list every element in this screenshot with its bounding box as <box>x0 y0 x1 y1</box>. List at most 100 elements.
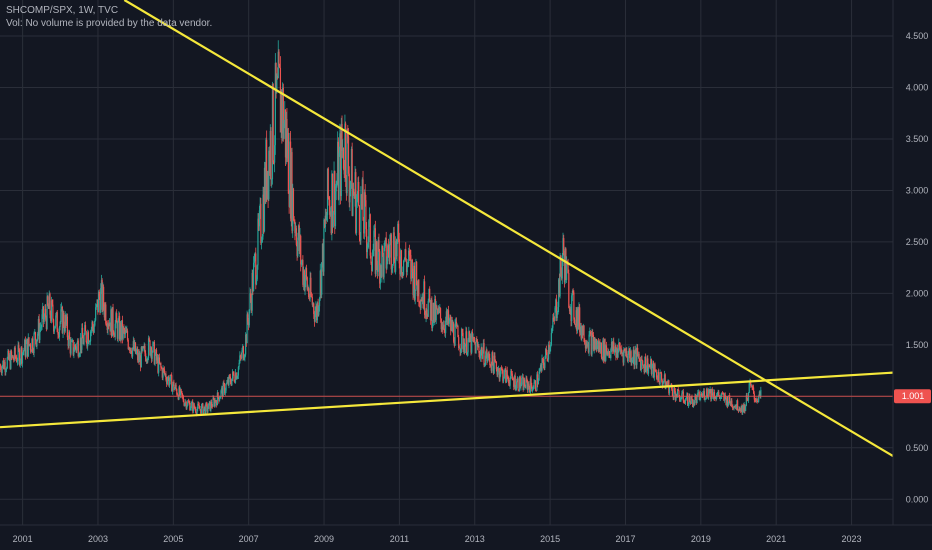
candle-body <box>667 380 669 386</box>
candle-body <box>508 378 510 384</box>
candle-body <box>745 395 747 406</box>
candle-body <box>685 398 687 400</box>
candle-body <box>396 239 398 257</box>
candle-body <box>684 399 687 404</box>
candle-body <box>29 344 32 351</box>
candle-body <box>689 396 691 403</box>
candle-body <box>268 150 270 200</box>
candle-body <box>676 389 679 398</box>
candle-body <box>310 295 313 297</box>
candle-body <box>96 299 98 305</box>
candle-body <box>255 253 257 285</box>
candle-body <box>326 215 328 221</box>
candle-body <box>747 399 749 401</box>
candle-body <box>56 312 58 333</box>
candle-body <box>128 347 130 350</box>
candle-body <box>522 376 524 391</box>
candle-body <box>258 218 260 227</box>
candle-body <box>563 254 566 283</box>
candle-body <box>10 351 12 369</box>
candle-body <box>368 220 370 243</box>
candle-body <box>80 337 82 350</box>
candle-body <box>255 279 258 285</box>
candle-body <box>688 396 690 405</box>
candle-body <box>359 234 361 241</box>
candle-body <box>282 87 284 139</box>
candle-body <box>623 349 625 363</box>
candle-body <box>477 345 479 347</box>
candle-body <box>439 308 441 311</box>
candle-body <box>65 315 67 325</box>
candle-body <box>640 359 642 371</box>
candle-body <box>24 339 26 351</box>
candle-body <box>247 314 249 322</box>
time-axis[interactable]: 2001 2003 2005 2007 2009 2011 2013 2015 2017 2019… <box>0 524 932 550</box>
candle-body <box>614 346 616 350</box>
candle-body <box>413 265 415 295</box>
candle-body <box>118 316 121 340</box>
candle-body <box>457 326 459 338</box>
candle-body <box>68 332 71 339</box>
candle-body <box>214 400 216 407</box>
candle-body <box>179 387 181 396</box>
candle-body <box>110 309 113 337</box>
candle-body <box>642 360 644 366</box>
candle-body <box>141 347 143 351</box>
candle-body <box>613 349 616 353</box>
candle-body <box>126 330 129 340</box>
candle-body <box>437 308 439 314</box>
candle-body <box>180 389 182 392</box>
candle-body <box>560 255 562 271</box>
candle-body <box>295 228 297 245</box>
x-tick-label: 2001 <box>13 534 33 544</box>
candle-body <box>727 403 729 407</box>
candle-body <box>424 314 426 317</box>
candle-body <box>283 123 285 139</box>
candle-body <box>139 355 142 368</box>
candle-body <box>100 280 103 289</box>
candle-body <box>83 334 85 345</box>
candle-body <box>313 303 315 315</box>
candle-body <box>443 324 445 331</box>
trendlines[interactable] <box>0 0 894 457</box>
candle-body <box>339 133 341 153</box>
candle-body <box>244 354 246 359</box>
price-axis[interactable]: 0.0000.5001.0001.5002.0002.5003.0003.500… <box>892 0 932 550</box>
candle-body <box>615 346 617 358</box>
candle-body <box>747 392 750 401</box>
candle-body <box>109 322 111 332</box>
candle-body <box>515 388 517 390</box>
candle-body <box>300 235 302 265</box>
candle-body <box>89 331 92 342</box>
x-tick-label: 2007 <box>239 534 259 544</box>
symbol-legend: SHCOMP/SPX, 1W, TVC <box>6 5 119 16</box>
candle-body <box>132 341 134 348</box>
x-tick-label: 2011 <box>390 534 409 544</box>
candle-body <box>741 405 743 414</box>
candle-body <box>404 249 406 259</box>
candle-body <box>596 345 598 350</box>
candle-body <box>661 380 663 386</box>
candle-body <box>597 341 600 352</box>
candle-body <box>613 341 615 353</box>
candle-body <box>186 405 188 409</box>
candle-body <box>8 350 10 360</box>
candle-body <box>5 370 7 372</box>
candle-body <box>582 325 584 336</box>
candle-body <box>174 384 176 388</box>
candle-body <box>320 270 322 295</box>
candle-body <box>88 341 90 344</box>
candle-body <box>303 270 305 291</box>
y-tick-label: 1.500 <box>906 340 929 350</box>
candle-body <box>163 369 166 374</box>
candle-body <box>145 359 147 362</box>
candle-body <box>629 348 631 359</box>
candle-body <box>750 384 753 386</box>
candle-body <box>319 270 321 298</box>
candle-body <box>675 394 677 400</box>
candle-body <box>338 152 340 200</box>
candle-body <box>650 359 653 374</box>
candle-body <box>587 344 589 353</box>
candle-body <box>568 273 570 308</box>
